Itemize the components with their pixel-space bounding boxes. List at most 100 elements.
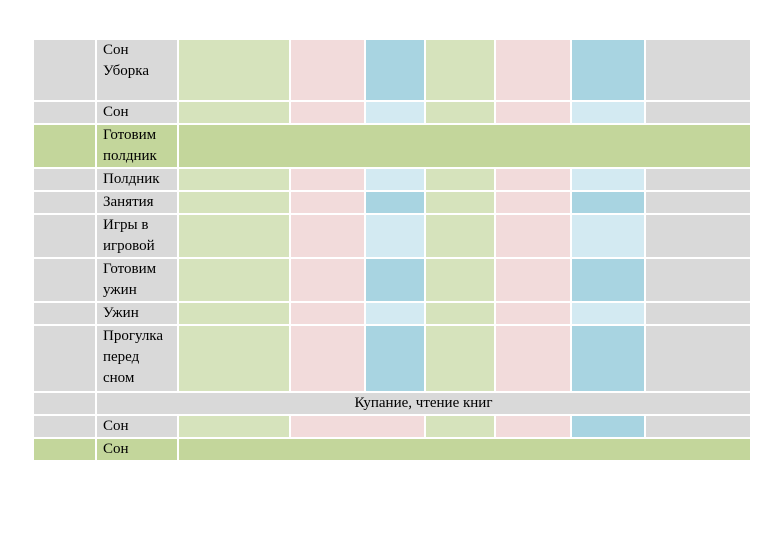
schedule-cell: [646, 169, 750, 192]
schedule-cell: [179, 303, 291, 326]
row-marker-cell: [34, 326, 97, 393]
schedule-cell: [496, 169, 572, 192]
schedule-cell: [426, 416, 496, 439]
schedule-cell: [572, 102, 646, 125]
schedule-cell: [496, 40, 572, 102]
schedule-cell: [426, 303, 496, 326]
activity-label: Игры в игровой: [97, 215, 179, 259]
schedule-cell: [366, 102, 426, 125]
row-marker-cell: [34, 416, 97, 439]
schedule-cell: [496, 326, 572, 393]
schedule-cell: [179, 416, 291, 439]
schedule-cell: [496, 303, 572, 326]
schedule-cell: [496, 192, 572, 215]
table-row: Прогулка перед сном: [34, 326, 750, 393]
schedule-cell: [572, 40, 646, 102]
schedule-cell: [646, 40, 750, 102]
schedule-cell: [646, 102, 750, 125]
schedule-cell: [366, 169, 426, 192]
schedule-cell: [366, 192, 426, 215]
table-row: Готовим ужин: [34, 259, 750, 303]
row-marker-cell: [34, 102, 97, 125]
schedule-cell: [646, 215, 750, 259]
schedule-cell: [426, 215, 496, 259]
activity-label: Сон: [97, 439, 179, 460]
table-row: Готовим полдник: [34, 125, 750, 169]
schedule-cell: [646, 416, 750, 439]
table-row: Купание, чтение книг: [34, 393, 750, 416]
schedule-cell: [572, 303, 646, 326]
schedule-cell: [646, 192, 750, 215]
schedule-cell: [496, 102, 572, 125]
table-row: Сон: [34, 102, 750, 125]
schedule-cell: [291, 326, 366, 393]
schedule-cell: [572, 215, 646, 259]
schedule-cell: [366, 40, 426, 102]
activity-label: Сон: [97, 102, 179, 125]
schedule-cell: [646, 326, 750, 393]
schedule-cell: [572, 416, 646, 439]
activity-label: Занятия: [97, 192, 179, 215]
table-row: Сон: [34, 439, 750, 460]
schedule-cell: [291, 192, 366, 215]
activity-label: Готовим ужин: [97, 259, 179, 303]
schedule-cell: [496, 215, 572, 259]
schedule-cell: [572, 326, 646, 393]
schedule-cell: [426, 102, 496, 125]
schedule-cell: [291, 416, 426, 439]
merged-band-cell: [179, 125, 750, 169]
table-row: Ужин: [34, 303, 750, 326]
schedule-cell: [179, 169, 291, 192]
table-row: Сон: [34, 416, 750, 439]
schedule-cell: [179, 215, 291, 259]
activity-label: Сон Уборка: [97, 40, 179, 102]
table-row: Игры в игровой: [34, 215, 750, 259]
row-marker-cell: [34, 192, 97, 215]
schedule-cell: [366, 215, 426, 259]
schedule-cell: [496, 259, 572, 303]
schedule-cell: [572, 259, 646, 303]
schedule-cell: [426, 326, 496, 393]
activity-label: Сон: [97, 416, 179, 439]
schedule-cell: [572, 192, 646, 215]
schedule-cell: [496, 416, 572, 439]
row-marker-cell: [34, 125, 97, 169]
daily-schedule-table: Сон Уборка Сон: [34, 40, 750, 460]
activity-label: Прогулка перед сном: [97, 326, 179, 393]
schedule-cell: [291, 102, 366, 125]
schedule-cell: [366, 259, 426, 303]
activity-label: Готовим полдник: [97, 125, 179, 169]
schedule-cell: [291, 303, 366, 326]
schedule-cell: [179, 102, 291, 125]
schedule-cell: [179, 192, 291, 215]
schedule-cell: [646, 303, 750, 326]
schedule-cell: [646, 259, 750, 303]
row-marker-cell: [34, 439, 97, 460]
schedule-cell: [426, 40, 496, 102]
schedule-cell: [426, 259, 496, 303]
schedule-cell: [179, 259, 291, 303]
activity-label: Полдник: [97, 169, 179, 192]
row-marker-cell: [34, 393, 97, 416]
schedule-cell: [572, 169, 646, 192]
schedule-cell: [366, 326, 426, 393]
table-row: Сон Уборка: [34, 40, 750, 102]
row-marker-cell: [34, 169, 97, 192]
merged-activity-cell: Купание, чтение книг: [97, 393, 750, 416]
table-row: Полдник: [34, 169, 750, 192]
activity-label: Ужин: [97, 303, 179, 326]
schedule-cell: [179, 326, 291, 393]
table-row: Занятия: [34, 192, 750, 215]
row-marker-cell: [34, 215, 97, 259]
schedule-cell: [291, 169, 366, 192]
row-marker-cell: [34, 40, 97, 102]
merged-band-cell: [179, 439, 750, 460]
schedule-cell: [291, 215, 366, 259]
row-marker-cell: [34, 259, 97, 303]
schedule-cell: [426, 169, 496, 192]
schedule-cell: [291, 40, 366, 102]
schedule-cell: [291, 259, 366, 303]
schedule-cell: [179, 40, 291, 102]
schedule-cell: [426, 192, 496, 215]
